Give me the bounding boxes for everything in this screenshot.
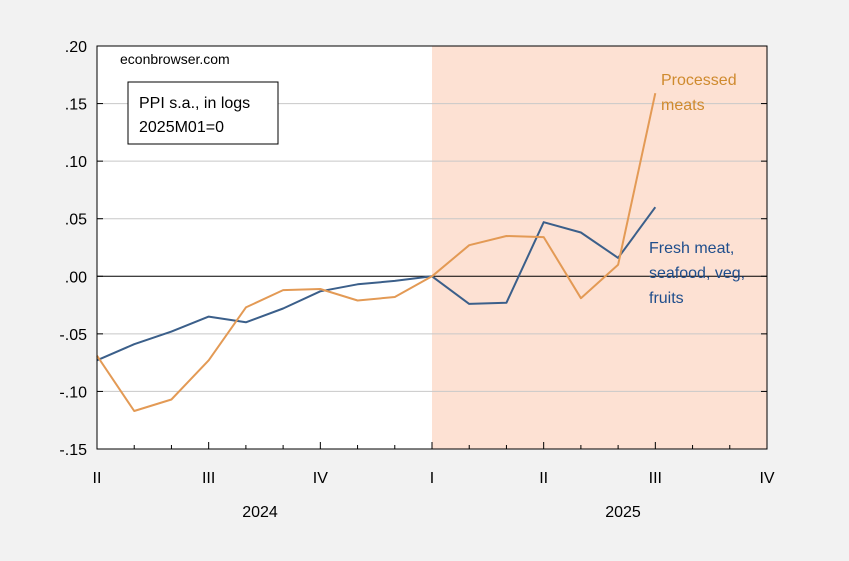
plot-frame bbox=[96, 45, 768, 450]
year-label-2025: 2025 bbox=[605, 504, 641, 521]
label-processed-meats: Processed meats bbox=[661, 72, 737, 114]
shaded-region-2025 bbox=[432, 46, 767, 449]
y-tick-label: .05 bbox=[65, 212, 87, 229]
label-fresh-meat: Fresh meat, seafood, veg, fruits bbox=[649, 240, 745, 307]
x-tick-label: II bbox=[539, 470, 548, 487]
y-tick-label: -.15 bbox=[59, 442, 87, 459]
legend-box-line1: PPI s.a., in logs bbox=[139, 95, 250, 112]
x-tick-label: III bbox=[649, 470, 662, 487]
processed-label-line2: meats bbox=[661, 97, 705, 114]
year-label-2024: 2024 bbox=[242, 504, 278, 521]
x-tick-label: IV bbox=[313, 470, 328, 487]
y-tick-label: .15 bbox=[65, 97, 87, 114]
y-axis: .20 .15 .10 .05 .00 -.05 -.10 -.15 bbox=[59, 39, 767, 459]
x-tick-label: III bbox=[202, 470, 215, 487]
fresh-label-line3: fruits bbox=[649, 290, 684, 307]
series-line-processed-meats bbox=[96, 92, 657, 412]
y-tick-label: -.05 bbox=[59, 327, 87, 344]
y-tick-label: .00 bbox=[65, 269, 87, 286]
y-tick-label: .10 bbox=[65, 154, 87, 171]
x-tick-label: II bbox=[93, 470, 102, 487]
processed-label-line1: Processed bbox=[661, 72, 737, 89]
watermark: econbrowser.com bbox=[120, 51, 230, 67]
legend-box-line2: 2025M01=0 bbox=[139, 119, 224, 136]
series-line-fresh-meat bbox=[96, 206, 657, 362]
legend-box bbox=[127, 81, 279, 145]
fresh-label-line1: Fresh meat, bbox=[649, 240, 734, 257]
x-tick-label: IV bbox=[759, 470, 774, 487]
x-tick-label: I bbox=[430, 470, 434, 487]
y-tick-label: .20 bbox=[65, 39, 87, 56]
fresh-label-line2: seafood, veg, bbox=[649, 265, 745, 282]
y-tick-label: -.10 bbox=[59, 384, 87, 401]
series-lines bbox=[96, 92, 657, 412]
